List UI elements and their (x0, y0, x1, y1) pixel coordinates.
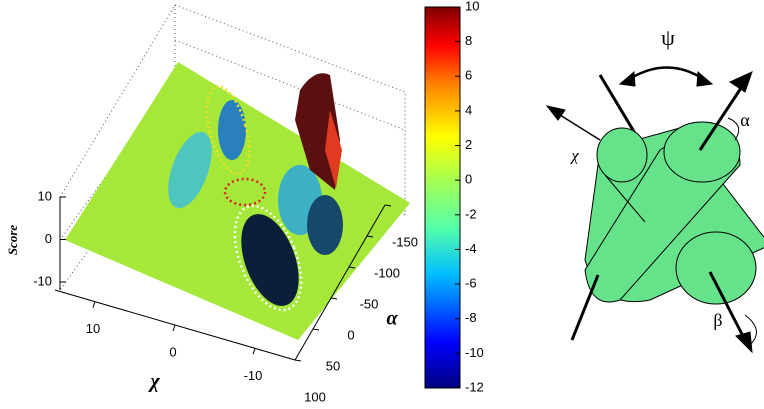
z-tick-label: 0 (45, 231, 52, 246)
surface (65, 62, 410, 340)
surface-well (241, 214, 299, 306)
colorbar-tick-label: -6 (465, 276, 477, 291)
colorbar-tick-label: -4 (465, 241, 477, 256)
colorbar-tick-label: 2 (465, 137, 472, 152)
y-tick-label: -50 (360, 296, 379, 311)
z-axis-label: Score (5, 225, 20, 256)
surface-well (218, 100, 246, 160)
x-tick-label: 0 (169, 344, 176, 359)
colorbar-tick-label: -10 (465, 345, 484, 360)
x-tick (172, 324, 176, 332)
colorbar-tick-label: -8 (465, 310, 477, 325)
helix-diagram (545, 66, 764, 354)
colorbar-ticks: 10 8 6 4 2 0 -2 -4 -6 -8 -10 -12 (455, 0, 484, 394)
surface-peak (325, 110, 342, 188)
cylinder-end (596, 127, 648, 183)
arrowhead (735, 331, 753, 354)
x-axis-label: χ (147, 371, 160, 393)
beta-label: β (713, 310, 722, 330)
x-tick (92, 301, 96, 308)
y-tick-label: 100 (304, 389, 326, 404)
y-tick (366, 235, 374, 238)
arrowhead (545, 105, 566, 121)
highlight-ellipse (233, 204, 303, 312)
y-tick (294, 359, 302, 362)
y-tick (348, 266, 356, 269)
cylinder-end (663, 121, 741, 183)
arrow (559, 114, 601, 141)
y-tick (384, 204, 392, 207)
y-tick-label: 0 (347, 327, 354, 342)
y-tick-label: -150 (392, 234, 418, 249)
colorbar-tick-label: 10 (465, 0, 479, 13)
x-tick-label: 10 (86, 321, 100, 336)
arrowhead (696, 70, 714, 87)
colorbar-tick-label: 6 (465, 68, 472, 83)
y-tick-label: 50 (326, 358, 340, 373)
arrow (708, 271, 747, 341)
rotation-arrow (727, 117, 740, 141)
z-tick-label: -10 (33, 273, 52, 288)
arrow (698, 81, 747, 151)
y-tick-label: -100 (374, 265, 400, 280)
arrowhead (728, 71, 753, 93)
surface-well (168, 131, 212, 209)
colorbar (424, 6, 461, 389)
chi-label: χ (569, 148, 579, 165)
psi-label: ψ (661, 25, 675, 50)
axis-line (604, 174, 646, 223)
colorbar-tick-label: -2 (465, 206, 477, 221)
cylinder-end (675, 231, 757, 305)
arrowhead (618, 70, 636, 87)
x-tick-label: -10 (244, 368, 263, 383)
rotation-arrow (744, 314, 757, 346)
y-axis (294, 204, 386, 361)
z-tick-label: 10 (38, 188, 52, 203)
colorbar-tick-label: 4 (465, 102, 472, 117)
y-axis-label: α (386, 308, 398, 330)
x-tick (252, 348, 256, 355)
highlight-ellipse (205, 85, 251, 175)
surface-floor (65, 62, 410, 340)
surface-well (307, 195, 343, 255)
highlight-ellipse (223, 177, 267, 207)
colorbar-tick-label: 0 (465, 172, 472, 187)
colorbar-tick-label: 8 (465, 33, 472, 48)
y-tick (312, 328, 320, 331)
y-tick (330, 297, 338, 300)
alpha-label: α (740, 110, 750, 130)
rotation-arrow (627, 66, 706, 82)
axis-line (570, 274, 600, 341)
colorbar-tick-label: -12 (465, 379, 484, 394)
